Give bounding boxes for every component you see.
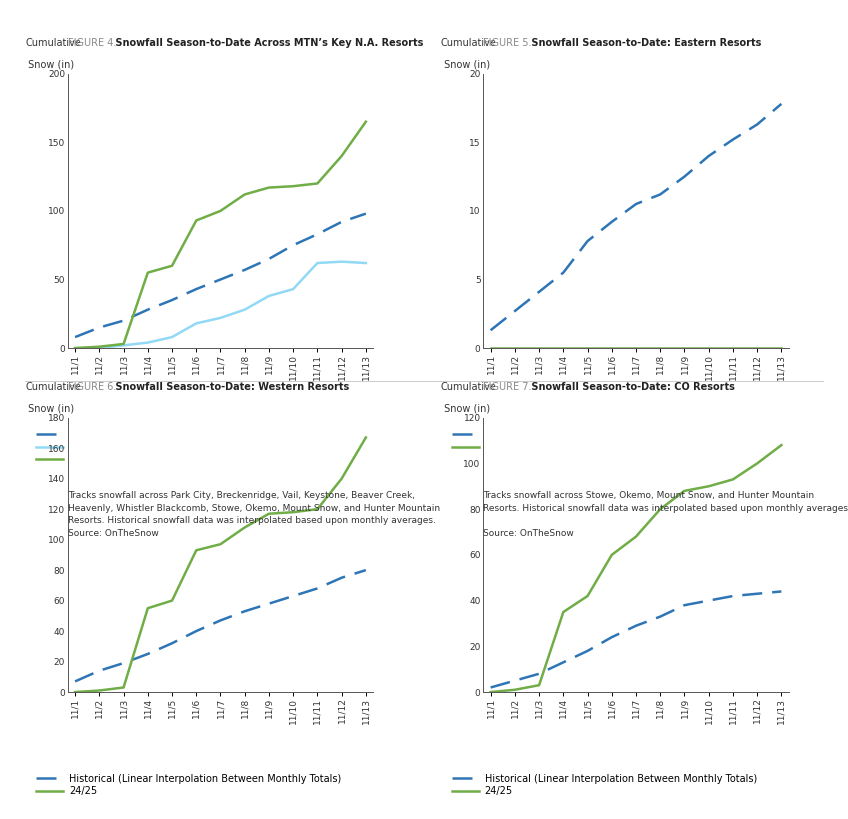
Text: Snow (in): Snow (in): [441, 404, 490, 414]
Legend: Historical (Linear Interpolation Between Monthly Totals), 23/24, 24/25: Historical (Linear Interpolation Between…: [36, 430, 342, 464]
Legend: Historical (Linear Interpolation Between Monthly Totals), 24/25: Historical (Linear Interpolation Between…: [452, 430, 757, 452]
Text: Tracks snowfall across Stowe, Okemo, Mount Snow, and Hunter Mountain
Resorts. Hi: Tracks snowfall across Stowe, Okemo, Mou…: [483, 491, 848, 538]
Text: FIGURE 6.: FIGURE 6.: [68, 382, 116, 392]
Text: Snowfall Season-to-Date: Eastern Resorts: Snowfall Season-to-Date: Eastern Resorts: [527, 38, 761, 48]
Legend: Historical (Linear Interpolation Between Monthly Totals), 24/25: Historical (Linear Interpolation Between…: [36, 774, 342, 796]
Text: Snow (in): Snow (in): [441, 60, 490, 70]
Text: Snowfall Season-to-Date: CO Resorts: Snowfall Season-to-Date: CO Resorts: [527, 382, 734, 392]
Text: Cumulative: Cumulative: [25, 382, 81, 392]
Text: Snow (in): Snow (in): [25, 404, 75, 414]
Text: FIGURE 4.: FIGURE 4.: [68, 38, 116, 48]
Text: Cumulative: Cumulative: [25, 38, 81, 48]
Text: Tracks snowfall across Park City, Breckenridge, Vail, Keystone, Beaver Creek,
He: Tracks snowfall across Park City, Brecke…: [68, 491, 440, 538]
Text: FIGURE 7.: FIGURE 7.: [483, 382, 532, 392]
Text: Cumulative: Cumulative: [441, 38, 496, 48]
Text: Snowfall Season-to-Date: Western Resorts: Snowfall Season-to-Date: Western Resorts: [112, 382, 349, 392]
Text: Snow (in): Snow (in): [25, 60, 75, 70]
Text: FIGURE 5.: FIGURE 5.: [483, 38, 532, 48]
Legend: Historical (Linear Interpolation Between Monthly Totals), 24/25: Historical (Linear Interpolation Between…: [452, 774, 757, 796]
Text: Cumulative: Cumulative: [441, 382, 496, 392]
Text: Snowfall Season-to-Date Across MTN’s Key N.A. Resorts: Snowfall Season-to-Date Across MTN’s Key…: [112, 38, 423, 48]
